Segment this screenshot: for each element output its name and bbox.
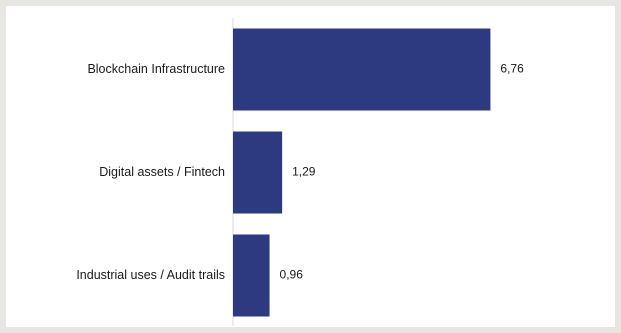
category-label-1: Digital assets / Fintech	[99, 165, 225, 179]
bar-2	[233, 234, 270, 317]
category-label-0: Blockchain Infrastructure	[87, 62, 225, 76]
value-label-2: 0,96	[280, 268, 304, 282]
bar-0	[233, 28, 491, 111]
value-label-1: 1,29	[292, 165, 316, 179]
value-label-0: 6,76	[500, 62, 524, 76]
chart-frame: Blockchain Infrastructure 6,76 Digital ass…	[6, 6, 615, 327]
bar-chart: Blockchain Infrastructure 6,76 Digital ass…	[76, 18, 524, 326]
bar-1	[233, 131, 283, 214]
category-label-2: Industrial uses / Audit trails	[76, 268, 225, 282]
